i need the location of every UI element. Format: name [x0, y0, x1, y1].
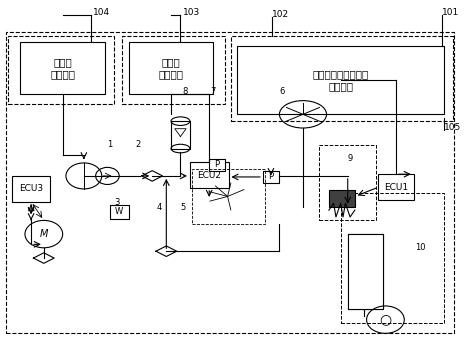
Bar: [171, 121, 190, 149]
FancyBboxPatch shape: [329, 190, 355, 207]
FancyBboxPatch shape: [348, 234, 383, 309]
Text: P: P: [268, 172, 273, 181]
FancyBboxPatch shape: [348, 234, 383, 309]
Text: 104: 104: [93, 8, 110, 17]
FancyBboxPatch shape: [237, 46, 444, 114]
FancyBboxPatch shape: [128, 42, 213, 94]
Text: P: P: [214, 160, 219, 169]
Text: W: W: [115, 207, 123, 216]
Text: 7: 7: [211, 87, 216, 96]
Text: 2: 2: [136, 140, 141, 149]
FancyBboxPatch shape: [110, 205, 128, 219]
Text: 1: 1: [107, 140, 112, 149]
FancyBboxPatch shape: [20, 42, 105, 94]
FancyBboxPatch shape: [378, 174, 414, 200]
Text: ECU3: ECU3: [19, 185, 43, 194]
Text: 6: 6: [279, 87, 284, 96]
Text: 105: 105: [444, 123, 462, 132]
Text: 103: 103: [183, 8, 200, 17]
Text: 3: 3: [114, 198, 119, 207]
Text: 9: 9: [347, 154, 353, 162]
Text: 电动助力转向子系统
控制方法: 电动助力转向子系统 控制方法: [312, 69, 369, 91]
FancyBboxPatch shape: [12, 176, 50, 201]
FancyBboxPatch shape: [209, 159, 225, 171]
Text: ○: ○: [379, 313, 392, 327]
Text: 电磁阀
控制方法: 电磁阀 控制方法: [158, 57, 183, 79]
Text: 10: 10: [416, 243, 426, 252]
Text: 电动泵
控制方法: 电动泵 控制方法: [50, 57, 75, 79]
Text: 102: 102: [273, 10, 290, 19]
FancyBboxPatch shape: [190, 162, 228, 188]
Text: ECU1: ECU1: [384, 183, 408, 192]
Text: M: M: [40, 229, 48, 239]
Text: 4: 4: [156, 203, 162, 212]
FancyBboxPatch shape: [263, 171, 279, 183]
Text: ECU2: ECU2: [197, 171, 221, 180]
Text: 101: 101: [442, 8, 459, 17]
Text: 5: 5: [180, 203, 185, 212]
Text: 8: 8: [182, 87, 188, 96]
